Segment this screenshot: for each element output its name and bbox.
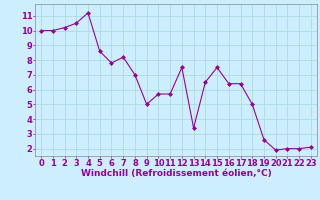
X-axis label: Windchill (Refroidissement éolien,°C): Windchill (Refroidissement éolien,°C) (81, 169, 271, 178)
